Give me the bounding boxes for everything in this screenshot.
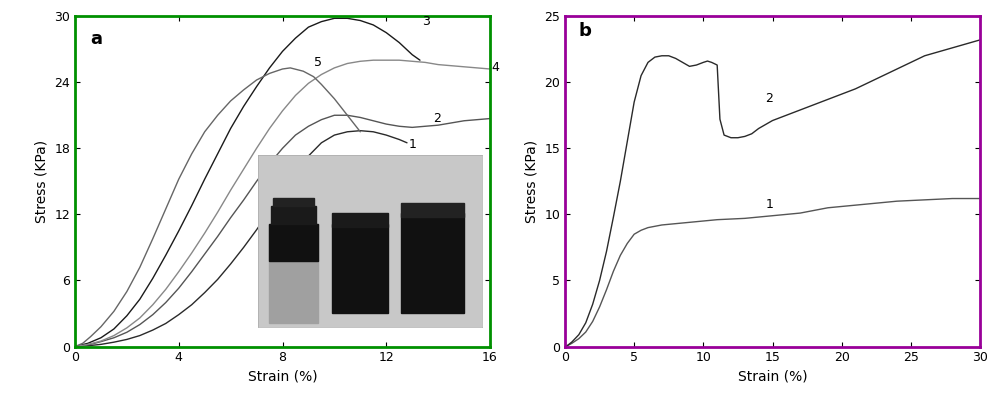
Text: b: b <box>579 22 592 40</box>
Text: a: a <box>91 30 103 48</box>
Text: 3: 3 <box>423 15 430 28</box>
Y-axis label: Stress (KPa): Stress (KPa) <box>525 140 539 223</box>
Y-axis label: Stress (KPa): Stress (KPa) <box>35 140 49 223</box>
Text: 1: 1 <box>766 198 773 211</box>
X-axis label: Strain (%): Strain (%) <box>738 370 807 384</box>
Text: 5: 5 <box>314 56 322 69</box>
Text: 4: 4 <box>491 61 499 74</box>
Text: 1: 1 <box>408 138 416 151</box>
Text: 2: 2 <box>433 112 441 125</box>
Text: 2: 2 <box>766 92 773 105</box>
X-axis label: Strain (%): Strain (%) <box>248 370 317 384</box>
